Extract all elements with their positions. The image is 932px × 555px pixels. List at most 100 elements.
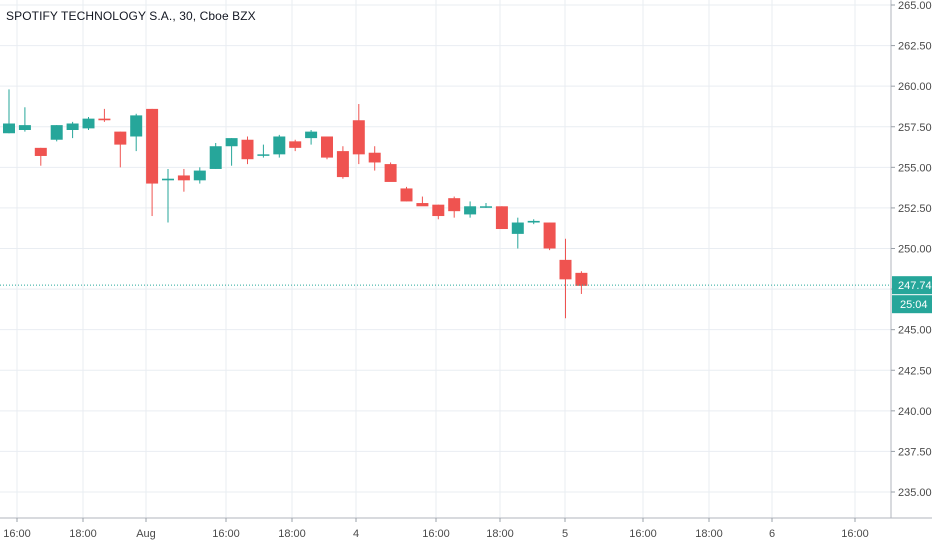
candle-down (114, 131, 127, 168)
candle-body (527, 220, 540, 223)
time-tick-label: 18:00 (69, 528, 97, 540)
candle-body (193, 170, 206, 181)
candle-body (114, 131, 127, 145)
candle-up (480, 203, 492, 208)
price-axis-labels[interactable]: 265.00 262.50 260.00 257.50 255.00 252.50 250.… (891, 0, 932, 499)
candle-body (289, 141, 302, 148)
candle-down (543, 222, 556, 251)
candle-body (82, 118, 95, 129)
time-tick-label: 16:00 (629, 528, 657, 540)
candle-down (416, 196, 429, 207)
candle-body (321, 136, 333, 158)
candle-down (146, 108, 159, 217)
candle-body (177, 175, 190, 181)
candle-down (352, 104, 365, 165)
candle-body (3, 123, 15, 134)
candle-up (162, 168, 174, 223)
time-tick-label: 18:00 (486, 528, 514, 540)
candle-body (18, 125, 31, 130)
candle-down (400, 186, 413, 202)
time-tick-label: 18:00 (278, 528, 306, 540)
candle-body (416, 203, 429, 207)
candle-body (511, 222, 524, 234)
candle-body (448, 198, 461, 212)
price-tick-label: 245.00 (898, 325, 932, 337)
candle-body (400, 188, 413, 202)
candle-up (130, 113, 143, 152)
bar-countdown-label: 25:04 (900, 299, 928, 311)
price-tick-label: 265.00 (898, 0, 932, 12)
candle-up (511, 217, 524, 249)
candle-body (66, 123, 79, 130)
candle-up (273, 134, 286, 158)
candle-down (495, 206, 508, 230)
last-price-badge: 247.74 25:04 (892, 276, 932, 314)
candle-down (336, 146, 349, 179)
price-tick-label: 262.50 (898, 41, 932, 53)
candle-up (18, 107, 31, 132)
candle-down (559, 238, 572, 319)
vertical-gridlines (16, 0, 856, 518)
candle-down (384, 162, 397, 182)
candlestick-series (3, 89, 588, 319)
price-tick-label: 240.00 (898, 406, 932, 418)
price-tick-label: 242.50 (898, 365, 932, 377)
time-tick-label: 4 (353, 528, 359, 540)
candle-body (352, 120, 365, 155)
candle-down (177, 168, 190, 192)
candle-body (146, 108, 159, 184)
price-tick-label: 237.50 (898, 446, 932, 458)
candle-body (336, 151, 349, 178)
last-price-badge-bg (892, 276, 932, 295)
candle-body (98, 118, 111, 121)
candle-body (130, 115, 143, 137)
candle-up (193, 167, 206, 184)
countdown-badge-bg (892, 295, 932, 314)
candle-body (225, 138, 238, 147)
horizontal-gridlines (0, 4, 891, 493)
price-tick-label: 260.00 (898, 81, 932, 93)
time-tick-label: 5 (562, 528, 568, 540)
candle-body (368, 152, 381, 163)
price-tick-label: 257.50 (898, 122, 932, 134)
time-tick-label: 16:00 (212, 528, 240, 540)
candle-body (432, 204, 445, 217)
candle-down (448, 196, 461, 218)
candle-up (66, 121, 79, 139)
candle-body (257, 154, 270, 156)
price-tick-label: 250.00 (898, 244, 932, 256)
price-tick-label: 235.00 (898, 487, 932, 499)
candle-body (559, 259, 572, 280)
candle-body (241, 139, 254, 160)
candle-up (464, 201, 477, 218)
candle-body (273, 136, 286, 155)
candle-down (321, 136, 333, 160)
candle-down (368, 146, 381, 171)
candle-body (34, 147, 47, 156)
candle-up (50, 125, 63, 142)
candle-body (209, 146, 222, 169)
candle-up (3, 89, 15, 134)
candle-up (257, 144, 270, 158)
time-axis-labels[interactable]: 16:00 18:00 Aug 16:00 18:00 4 16:00 18:00 5 16:00… (3, 518, 869, 540)
candle-down (98, 108, 111, 122)
candle-down (432, 204, 445, 220)
candle-body (305, 131, 318, 139)
time-tick-label: 16:00 (422, 528, 450, 540)
candle-body (384, 164, 397, 182)
price-tick-label: 252.50 (898, 203, 932, 215)
candle-body (575, 272, 588, 286)
candle-down (34, 147, 47, 166)
candle-up (82, 117, 95, 130)
time-tick-label: Aug (136, 528, 156, 540)
candle-down (289, 139, 302, 152)
candle-up (209, 142, 222, 169)
candle-body (464, 206, 477, 215)
candle-body (50, 125, 63, 140)
candle-up (305, 129, 318, 145)
time-tick-label: 16:00 (841, 528, 869, 540)
candle-up (527, 219, 540, 225)
candle-down (575, 271, 588, 294)
